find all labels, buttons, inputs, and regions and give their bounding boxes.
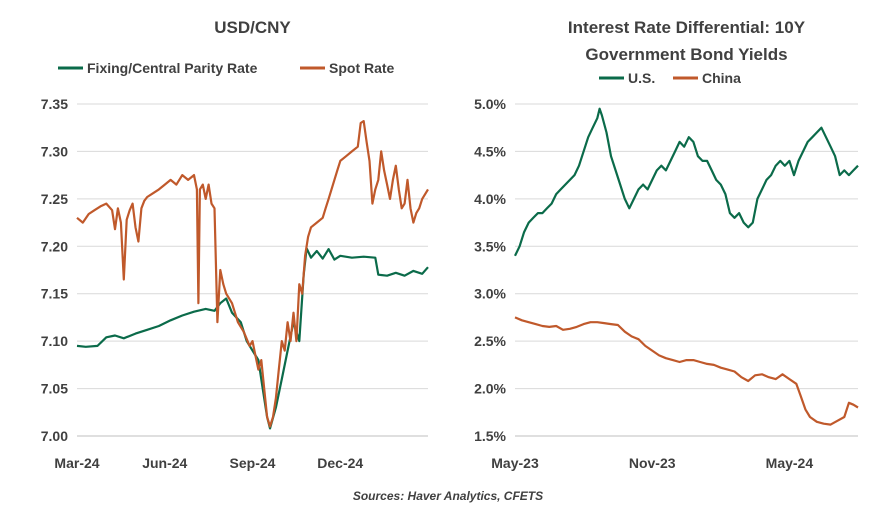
- legend-label: U.S.: [628, 70, 655, 86]
- x-tick-label: Sep-24: [230, 455, 276, 471]
- source-note: Sources: Haver Analytics, CFETS: [353, 489, 543, 503]
- usd-cny-chart: USD/CNY Fixing/Central Parity Rate Spot Ra…: [41, 18, 429, 471]
- x-tick-label: Dec-24: [317, 455, 363, 471]
- y-tick-label: 7.35: [41, 96, 68, 112]
- legend-label: Spot Rate: [329, 60, 395, 76]
- y-tick-label: 7.30: [41, 143, 68, 159]
- y-tick-label: 2.0%: [474, 381, 506, 397]
- legend-label: China: [702, 70, 741, 86]
- series-line-spot-rate: [76, 120, 429, 428]
- y-tick-label: 7.00: [41, 428, 68, 444]
- x-tick-label: Jun-24: [142, 455, 187, 471]
- y-tick-label: 3.5%: [474, 238, 506, 254]
- y-tick-label: 4.5%: [474, 143, 506, 159]
- y-tick-label: 3.0%: [474, 286, 506, 302]
- chart-title-line-1: Interest Rate Differential: 10Y: [568, 18, 806, 37]
- bond-yield-chart: Interest Rate Differential: 10Y Governmen…: [474, 18, 859, 471]
- y-tick-label: 5.0%: [474, 96, 506, 112]
- x-tick-label: May-23: [491, 455, 539, 471]
- y-tick-label: 7.15: [41, 286, 68, 302]
- series-line-u-s-: [514, 107, 859, 257]
- series-line-china: [514, 316, 859, 426]
- chart-title-line-2: Government Bond Yields: [585, 45, 787, 64]
- x-tick-label: Mar-24: [54, 455, 99, 471]
- y-tick-label: 1.5%: [474, 428, 506, 444]
- chart-title: USD/CNY: [214, 18, 291, 37]
- y-tick-label: 7.25: [41, 191, 68, 207]
- series-line-fixing-central-parity-rate: [76, 247, 429, 430]
- y-tick-label: 7.10: [41, 333, 68, 349]
- x-tick-label: Nov-23: [629, 455, 676, 471]
- legend-label: Fixing/Central Parity Rate: [87, 60, 258, 76]
- y-tick-label: 2.5%: [474, 333, 506, 349]
- y-tick-label: 7.20: [41, 238, 68, 254]
- y-tick-label: 7.05: [41, 381, 68, 397]
- x-tick-label: May-24: [766, 455, 814, 471]
- y-tick-label: 4.0%: [474, 191, 506, 207]
